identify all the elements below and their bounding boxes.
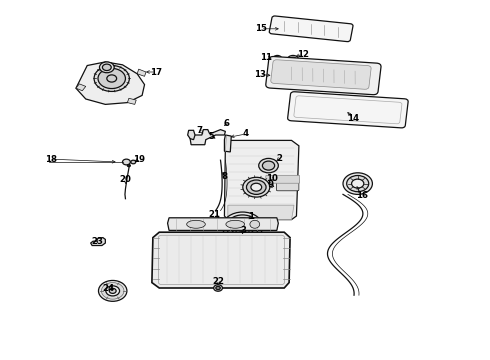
Text: 7: 7 (197, 126, 203, 135)
Ellipse shape (226, 220, 245, 228)
Ellipse shape (216, 287, 220, 289)
Text: 13: 13 (254, 70, 266, 79)
Ellipse shape (251, 183, 262, 191)
Polygon shape (76, 62, 145, 104)
FancyBboxPatch shape (266, 57, 381, 95)
Text: 23: 23 (91, 237, 103, 246)
Ellipse shape (290, 57, 296, 61)
Text: 5: 5 (209, 132, 215, 141)
Ellipse shape (214, 285, 222, 291)
FancyBboxPatch shape (288, 92, 408, 128)
Text: 11: 11 (260, 53, 272, 62)
Ellipse shape (131, 160, 136, 164)
Ellipse shape (343, 173, 372, 194)
Polygon shape (224, 140, 299, 220)
Ellipse shape (122, 159, 130, 165)
Polygon shape (91, 238, 105, 246)
Polygon shape (76, 84, 86, 91)
FancyBboxPatch shape (270, 16, 353, 42)
Ellipse shape (222, 212, 263, 242)
Text: 6: 6 (223, 119, 229, 128)
Ellipse shape (226, 215, 259, 239)
Ellipse shape (352, 179, 364, 188)
Ellipse shape (98, 68, 125, 89)
Ellipse shape (94, 66, 129, 91)
Text: 22: 22 (212, 277, 224, 286)
Text: 18: 18 (45, 155, 57, 163)
Text: 21: 21 (209, 210, 221, 219)
Polygon shape (127, 98, 136, 104)
Ellipse shape (127, 165, 130, 167)
Ellipse shape (101, 283, 124, 299)
Ellipse shape (106, 286, 120, 296)
Ellipse shape (288, 55, 298, 63)
Text: 2: 2 (276, 154, 282, 163)
Text: 20: 20 (120, 175, 131, 184)
Ellipse shape (259, 158, 278, 173)
Polygon shape (152, 232, 290, 288)
Text: 12: 12 (297, 50, 309, 59)
Text: 14: 14 (347, 114, 359, 122)
Ellipse shape (236, 240, 249, 246)
Text: 8: 8 (221, 172, 227, 181)
Polygon shape (228, 205, 294, 220)
Text: 4: 4 (243, 130, 249, 139)
Polygon shape (224, 135, 231, 152)
Ellipse shape (243, 177, 270, 197)
Text: 17: 17 (150, 68, 162, 77)
Ellipse shape (273, 55, 282, 62)
FancyBboxPatch shape (266, 175, 299, 183)
Ellipse shape (347, 176, 368, 192)
Text: 15: 15 (255, 24, 267, 33)
Ellipse shape (275, 57, 280, 60)
Polygon shape (168, 218, 278, 230)
Ellipse shape (102, 64, 111, 71)
Ellipse shape (246, 180, 266, 194)
FancyBboxPatch shape (271, 60, 371, 89)
Text: 10: 10 (266, 174, 278, 183)
Ellipse shape (250, 220, 260, 228)
Text: 16: 16 (356, 191, 368, 199)
Text: 3: 3 (241, 226, 246, 235)
Text: 1: 1 (248, 212, 254, 221)
Ellipse shape (99, 62, 114, 73)
Ellipse shape (231, 218, 254, 235)
Text: 19: 19 (133, 155, 145, 163)
FancyBboxPatch shape (276, 178, 299, 191)
Ellipse shape (109, 288, 116, 293)
Ellipse shape (236, 222, 249, 231)
Ellipse shape (263, 161, 274, 170)
Polygon shape (188, 130, 195, 140)
Text: 9: 9 (268, 180, 274, 189)
Ellipse shape (187, 220, 205, 228)
Ellipse shape (240, 225, 245, 229)
Polygon shape (190, 130, 225, 145)
Text: 24: 24 (103, 284, 115, 293)
Ellipse shape (98, 280, 127, 301)
Polygon shape (137, 69, 146, 76)
